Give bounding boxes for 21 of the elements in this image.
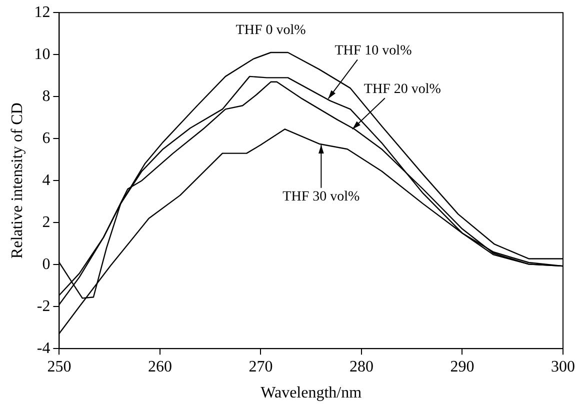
y-tick-label: -4 xyxy=(36,340,50,357)
y-tick-label: 4 xyxy=(42,172,50,189)
x-tick-label: 250 xyxy=(47,358,72,376)
x-tick-label: 290 xyxy=(450,358,474,376)
annotation: THF 0 vol% xyxy=(236,23,306,38)
x-tick-label: 280 xyxy=(349,358,374,376)
y-tick-label: 8 xyxy=(42,88,50,105)
x-tick-label: 270 xyxy=(248,358,273,376)
annotation: THF 20 vol% xyxy=(364,82,442,97)
x-tick-label: 300 xyxy=(551,358,575,376)
y-tick-label: -2 xyxy=(36,298,50,315)
y-axis-title: Relative intensity of CD xyxy=(8,102,26,259)
x-tick-label: 260 xyxy=(148,358,172,376)
y-tick-label: 10 xyxy=(34,46,50,63)
y-tick-label: 6 xyxy=(42,130,50,147)
annotation: THF 30 vol% xyxy=(282,190,360,205)
x-axis-title: Wavelength/nm xyxy=(260,384,362,402)
y-tick-label: 0 xyxy=(42,256,50,273)
annotation: THF 10 vol% xyxy=(334,43,412,58)
y-tick-label: 2 xyxy=(42,214,50,231)
y-tick-label: 12 xyxy=(34,4,50,21)
